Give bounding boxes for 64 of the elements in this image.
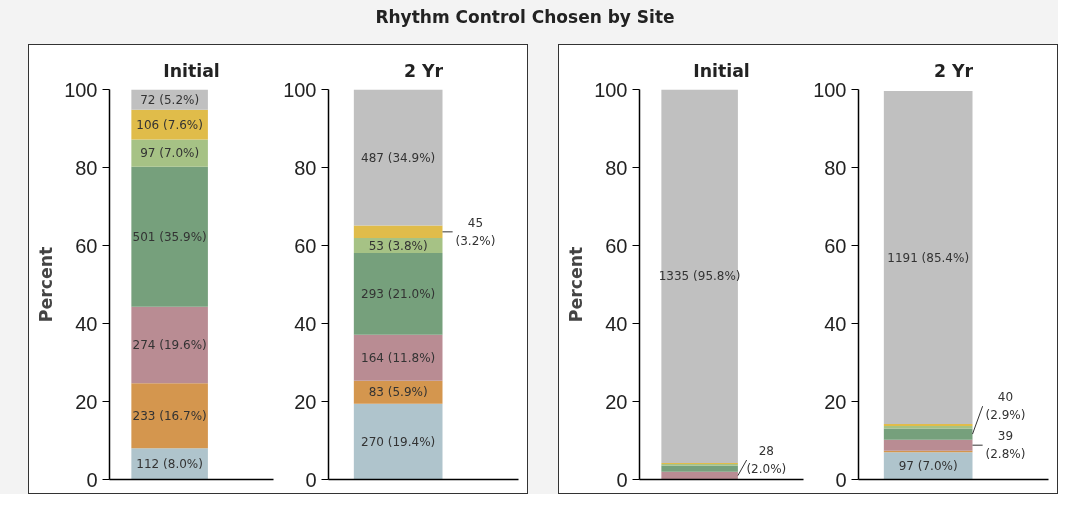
- y-tick-label: 60: [605, 234, 628, 257]
- y-tick-label: 80: [824, 156, 847, 179]
- y-tick-label: 0: [835, 468, 847, 491]
- bar: [353, 252, 443, 335]
- y-tick-label: 100: [64, 78, 98, 101]
- y-tick-label: 80: [75, 156, 98, 179]
- y-tick-label: 40: [605, 312, 628, 335]
- y-tick-label: 60: [294, 234, 317, 257]
- y-tick-label: 0: [616, 468, 628, 491]
- data-label: 112 (8.0%): [136, 456, 203, 471]
- y-tick-label: 20: [294, 390, 317, 413]
- text: Rhythm Control Chosen by Site: [375, 6, 675, 29]
- data-label: 45 (3.2%): [455, 215, 496, 248]
- y-tick-label: 40: [824, 312, 847, 335]
- bar: [353, 403, 443, 480]
- y-tick-label: 80: [605, 156, 628, 179]
- bar: [131, 166, 208, 307]
- data-label: 39 (2.8%): [985, 429, 1026, 462]
- data-label: 40 (2.9%): [985, 390, 1026, 423]
- data-label: 1335 (95.8%): [658, 269, 741, 284]
- bar: [353, 225, 443, 239]
- data-label: 164 (11.8%): [361, 350, 436, 365]
- chart-title: 2 Yr: [933, 60, 974, 81]
- bar: [883, 428, 973, 440]
- y-tick-label: 60: [75, 234, 98, 257]
- data-label: 501 (35.9%): [132, 229, 207, 244]
- chart-title: 2 Yr: [403, 60, 444, 81]
- chart-title: Initial: [693, 60, 750, 81]
- y-tick-label: 20: [75, 390, 98, 413]
- data-label: 487 (34.9%): [361, 150, 436, 165]
- data-label: 233 (16.7%): [132, 408, 207, 423]
- bar: [661, 471, 738, 480]
- data-label: 28 (2.0%): [746, 443, 787, 477]
- y-axis-title: Percent: [36, 246, 57, 323]
- bar: [353, 89, 443, 226]
- bar: [131, 139, 208, 167]
- bar: [131, 383, 208, 449]
- bar: [131, 306, 208, 384]
- bar: [883, 439, 973, 451]
- data-label: 53 (3.8%): [368, 238, 428, 253]
- y-tick-label: 80: [294, 156, 317, 179]
- y-tick-label: 20: [605, 390, 628, 413]
- data-label: 106 (7.6%): [136, 117, 203, 132]
- data-label: 270 (19.4%): [361, 434, 436, 449]
- y-axis-title: Percent: [566, 246, 587, 323]
- bar: [353, 334, 443, 381]
- y-tick-label: 0: [305, 468, 317, 491]
- y-tick-label: 0: [86, 468, 98, 491]
- data-label: 293 (21.0%): [361, 286, 436, 301]
- y-tick-label: 20: [824, 390, 847, 413]
- data-label: 97 (7.0%): [140, 146, 200, 161]
- data-label: 274 (19.6%): [132, 337, 207, 352]
- y-tick-label: 100: [283, 78, 317, 101]
- bar: [661, 465, 738, 472]
- y-tick-label: 100: [594, 78, 628, 101]
- y-tick-label: 40: [294, 312, 317, 335]
- y-tick-label: 40: [75, 312, 98, 335]
- y-tick-label: 100: [813, 78, 847, 101]
- data-label: 97 (7.0%): [898, 458, 958, 473]
- data-label: 83 (5.9%): [368, 385, 428, 400]
- chart-title: Initial: [163, 60, 220, 81]
- y-tick-label: 60: [824, 234, 847, 257]
- data-label: 72 (5.2%): [140, 92, 200, 107]
- data-label: 1191 (85.4%): [887, 250, 970, 265]
